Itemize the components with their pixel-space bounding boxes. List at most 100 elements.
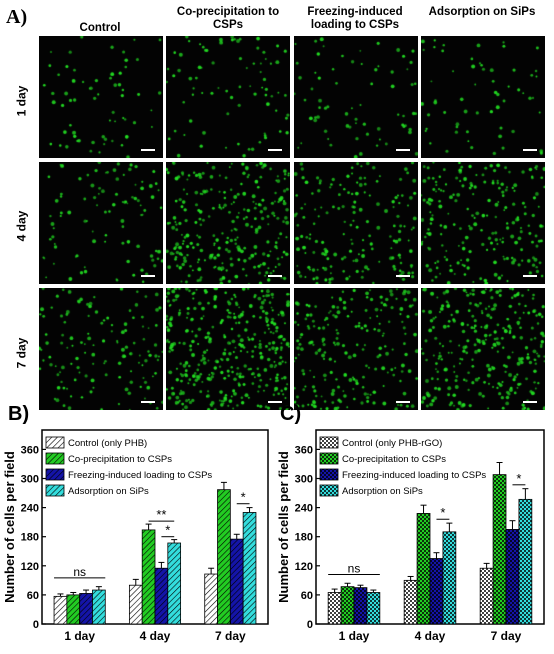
legend-swatch [319, 484, 339, 497]
micrograph-1-day-col1 [39, 36, 163, 158]
y-tick-label: 180 [295, 532, 313, 544]
y-tick-label: 0 [33, 619, 39, 631]
micrograph-1-day-col4 [421, 36, 545, 158]
bar [429, 558, 444, 625]
bar [217, 489, 231, 625]
legend-label: Co-precipitation to CSPs [68, 454, 172, 465]
bar [53, 595, 68, 625]
row-label-7-day: 7 day [14, 337, 29, 369]
bar [403, 579, 418, 625]
legend-label: Freezing-induced loading to CSPs [342, 470, 486, 481]
bar [92, 589, 106, 625]
legend-label: Control (only PHB) [68, 438, 147, 449]
significance-label: * [241, 490, 246, 505]
legend-swatch [45, 452, 65, 465]
bar [505, 529, 520, 625]
bar [154, 567, 169, 625]
row-label-4-day: 4 day [14, 210, 29, 242]
y-axis-label: Number of cells per field [276, 451, 291, 603]
micrograph-7-day-col3 [294, 288, 418, 410]
y-tick-label: 0 [307, 619, 313, 631]
x-tick-label: 7 day [491, 629, 522, 643]
scale-bar [141, 275, 155, 277]
panel-label: C) [280, 403, 301, 425]
scale-bar [523, 275, 537, 277]
bar [353, 587, 368, 625]
significance-label: ** [156, 507, 166, 522]
scale-bar [268, 275, 282, 277]
legend-swatch [45, 484, 65, 497]
micrograph-7-day-col1 [39, 288, 163, 410]
scale-bar [141, 401, 155, 403]
scale-bar [523, 401, 537, 403]
scale-bar [396, 275, 410, 277]
panel-label: B) [8, 403, 29, 425]
panel-a-label: A) [6, 6, 28, 28]
bar [366, 592, 381, 625]
x-tick-label: 1 day [64, 629, 95, 643]
legend-label: Adsorption on SiPs [68, 486, 149, 497]
column-title-freezing-induced: Freezing-induced loading to CSPs [307, 6, 403, 31]
bar [79, 593, 93, 625]
legend-swatch [319, 436, 339, 449]
chart-c: C) Number of cells per field 0 60 120 180 240 3… [276, 403, 545, 643]
y-tick-label: 360 [21, 444, 39, 456]
micrograph-1-day-col2 [166, 36, 290, 158]
bar [327, 592, 342, 625]
bar [204, 573, 218, 625]
legend-label: Adsorption on SiPs [342, 486, 423, 497]
y-tick-label: 240 [21, 503, 39, 515]
y-tick-label: 360 [295, 444, 313, 456]
bar [479, 567, 494, 625]
x-tick-label: 1 day [339, 629, 370, 643]
bar [229, 538, 244, 625]
column-title-adsorption: Adsorption on SiPs [428, 6, 536, 18]
legend-label: Co-precipitation to CSPs [342, 454, 446, 465]
micrograph-4-day-col4 [421, 162, 545, 284]
scale-bar [523, 149, 537, 151]
scale-bar [396, 401, 410, 403]
bar [242, 512, 257, 625]
bar [416, 513, 431, 625]
x-tick-label: 4 day [140, 629, 171, 643]
y-tick-label: 300 [21, 474, 39, 486]
legend-swatch [45, 436, 65, 449]
micrograph-1-day-col3 [294, 36, 418, 158]
scale-bar [268, 149, 282, 151]
significance-label: ns [73, 565, 86, 579]
micrograph-7-day-col2 [166, 288, 290, 410]
bar [518, 498, 533, 625]
y-tick-label: 120 [295, 561, 313, 573]
legend-label: Control (only PHB-rGO) [342, 438, 442, 449]
y-tick-label: 180 [21, 532, 39, 544]
significance-label: * [165, 523, 170, 538]
legend-label: Freezing-induced loading to CSPs [68, 470, 212, 481]
significance-label: * [516, 471, 521, 486]
column-title-control: Control [79, 22, 121, 34]
bar [66, 594, 81, 625]
chart-b: B) Number of cells per field 0 60 120 180 240 3… [2, 403, 269, 643]
y-axis-label: Number of cells per field [2, 451, 17, 603]
x-tick-label: 4 day [415, 629, 446, 643]
scale-bar [268, 401, 282, 403]
row-label-1-day: 1 day [14, 85, 29, 117]
y-tick-label: 240 [295, 503, 313, 515]
y-tick-label: 60 [27, 590, 39, 602]
y-tick-label: 60 [301, 590, 313, 602]
bar [442, 531, 457, 625]
scale-bar [141, 149, 155, 151]
x-tick-label: 7 day [215, 629, 246, 643]
legend-swatch [319, 468, 339, 481]
micrograph-4-day-col3 [294, 162, 418, 284]
bar [167, 542, 182, 625]
bar [141, 529, 156, 625]
y-tick-label: 300 [295, 474, 313, 486]
bar [340, 586, 355, 625]
legend-swatch [45, 468, 65, 481]
y-tick-label: 120 [21, 561, 39, 573]
significance-label: ns [348, 562, 361, 576]
bar [492, 474, 507, 625]
significance-label: * [440, 505, 445, 520]
micrograph-4-day-col2 [166, 162, 290, 284]
micrograph-4-day-col1 [39, 162, 163, 284]
